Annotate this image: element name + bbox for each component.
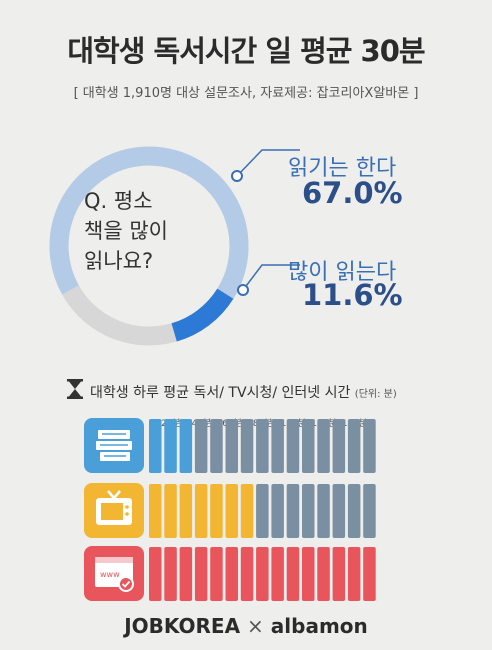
- bar-segment-empty: [332, 484, 346, 538]
- tv-icon: [84, 483, 144, 538]
- bar-segment-filled: [302, 547, 315, 601]
- bar-segment-filled: [256, 547, 269, 601]
- albamon-logo: albamon: [270, 614, 368, 638]
- question-line: 읽나요?: [84, 249, 154, 273]
- bar-segment-empty: [317, 419, 330, 473]
- value-read-sometimes: 67.0%: [302, 176, 403, 210]
- svg-text:www: www: [100, 570, 120, 579]
- bar-segment-filled: [164, 419, 177, 473]
- bar-segment-empty: [302, 484, 315, 538]
- section-title: 대학생 하루 평균 독서/ TV시청/ 인터넷 시간 (단위: 분): [90, 382, 397, 402]
- section-title-text: 대학생 하루 평균 독서/ TV시청/ 인터넷 시간: [90, 385, 351, 401]
- donut-question: Q. 평소 책을 많이 읽나요?: [84, 186, 224, 276]
- bar-segment-filled: [164, 484, 177, 538]
- bar-segment-empty: [271, 419, 284, 473]
- bar-segment-empty: [194, 419, 208, 473]
- bar-segment-filled: [271, 547, 284, 601]
- bar-segment-filled: [225, 547, 238, 601]
- leader-line-2: [242, 264, 300, 291]
- leader-dot-1: [231, 170, 243, 182]
- bar-segment-filled: [286, 547, 300, 601]
- logo-separator: ×: [247, 614, 264, 638]
- bar-segment-filled: [149, 484, 162, 538]
- bar-segment-filled: [347, 547, 361, 601]
- bar-segment-filled: [225, 484, 238, 538]
- page-title: 대학생 독서시간 일 평균 30분: [67, 34, 425, 68]
- bar-segment-filled: [179, 547, 193, 601]
- bar-segment-empty: [332, 419, 346, 473]
- leader-line-1: [236, 149, 300, 177]
- bar-segment-empty: [347, 484, 361, 538]
- leader-dot-2: [237, 284, 249, 296]
- bar-segment-empty: [347, 419, 361, 473]
- bar-segment-empty: [225, 419, 238, 473]
- bar-segment-filled: [240, 484, 254, 538]
- section-unit: (단위: 분): [354, 389, 397, 400]
- bar-segment-filled: [332, 547, 346, 601]
- bar-segment-filled: [240, 547, 254, 601]
- bar-segment-filled: [194, 484, 208, 538]
- bar-segment-filled: [363, 547, 376, 601]
- bar-segment-empty: [210, 419, 223, 473]
- bar-segment-filled: [149, 419, 162, 473]
- bar-segment-empty: [256, 419, 269, 473]
- bar-segment-filled: [194, 547, 208, 601]
- bar-segment-filled: [210, 547, 223, 601]
- bar-segment-empty: [240, 419, 254, 473]
- bar-segment-empty: [302, 419, 315, 473]
- bar-segment-empty: [363, 419, 376, 473]
- bar-segment-filled: [179, 419, 193, 473]
- hourglass-icon: [67, 379, 83, 399]
- bar-segment-empty: [286, 484, 300, 538]
- bar-segment-empty: [363, 484, 376, 538]
- donut-slice-read-a-lot: [49, 146, 249, 346]
- bar-segment-filled: [317, 547, 330, 601]
- bar-segment-empty: [256, 484, 269, 538]
- bar-segment-filled: [179, 484, 193, 538]
- bar-segment-empty: [286, 419, 300, 473]
- books-icon: [84, 418, 144, 473]
- label-read-sometimes: 읽기는 한다: [288, 156, 397, 181]
- internet-icon: www: [84, 546, 144, 601]
- label-read-a-lot: 많이 읽는다: [288, 260, 397, 285]
- bar-segment-filled: [149, 547, 162, 601]
- donut-chart: [49, 146, 300, 346]
- bar-segment-empty: [317, 484, 330, 538]
- question-line: 책을 많이: [84, 219, 168, 243]
- jobkorea-logo: JOBKOREA: [124, 614, 241, 638]
- bar-segment-empty: [271, 484, 284, 538]
- bar-segment-filled: [210, 484, 223, 538]
- source-note: [ 대학생 1,910명 대상 설문조사, 자료제공: 잡코리아X알바몬 ]: [73, 86, 419, 101]
- question-line: Q. 평소: [84, 189, 153, 213]
- value-read-a-lot: 11.6%: [302, 278, 403, 312]
- footer-logos: JOBKOREA × albamon: [0, 614, 492, 638]
- bar-segment-filled: [164, 547, 177, 601]
